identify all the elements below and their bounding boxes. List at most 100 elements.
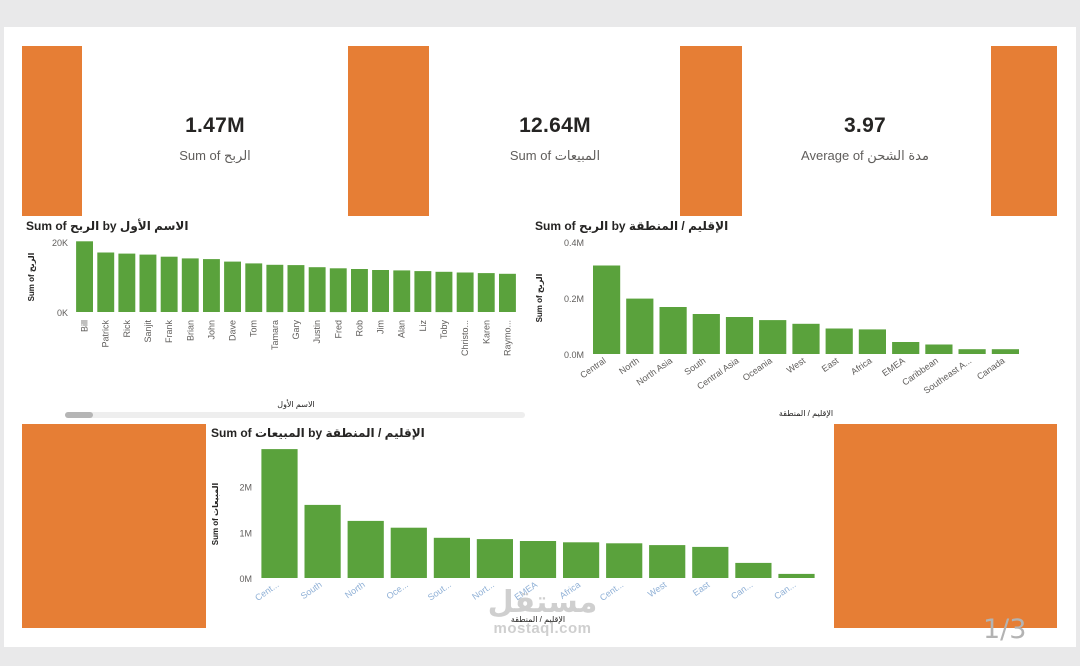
- bar: [692, 314, 720, 354]
- bar: [76, 241, 93, 312]
- kpi-value: 12.64M: [519, 114, 591, 137]
- chart-title-profit-by-name: Sum of الربح by الاسم الأول: [26, 219, 189, 233]
- bar: [626, 298, 654, 354]
- kpi-label: Sum of المبيعات: [509, 148, 601, 163]
- bar: [858, 329, 886, 354]
- bar: [181, 258, 199, 312]
- bar: [433, 537, 470, 578]
- x-tick-label: Toby: [439, 320, 449, 340]
- x-tick-label: Dave: [228, 320, 238, 341]
- x-tick-label: Jim: [376, 320, 386, 334]
- orange-panel: [22, 424, 206, 628]
- orange-panel: [834, 424, 1057, 628]
- bar: [390, 527, 427, 578]
- bar: [308, 267, 326, 312]
- x-tick-label: West: [785, 355, 808, 375]
- y-tick-label: 0.0M: [564, 350, 584, 360]
- bar: [118, 253, 136, 312]
- x-tick-label: Sout...: [426, 579, 453, 602]
- watermark: مستقل mostaql.com: [475, 585, 610, 638]
- x-tick-label: Gary: [291, 320, 301, 340]
- x-tick-label: Frank: [164, 320, 174, 344]
- bar: [925, 344, 953, 354]
- bar: [778, 573, 815, 578]
- kpi-value: 3.97: [843, 114, 887, 137]
- x-tick-label: Can...: [772, 579, 797, 601]
- x-tick-label: Tamara: [270, 320, 280, 350]
- watermark-logo: مستقل: [487, 585, 598, 620]
- bar: [245, 263, 263, 312]
- x-tick-label: North Asia: [634, 355, 674, 387]
- bar: [649, 545, 686, 578]
- bar: [692, 546, 729, 578]
- bar: [261, 449, 298, 578]
- kpi-label: Sum of الربح: [179, 148, 251, 163]
- x-tick-label: Oce...: [385, 579, 410, 601]
- bar: [97, 252, 115, 312]
- x-tick-label: Cent...: [253, 579, 280, 602]
- x-tick-label: Africa: [849, 355, 874, 376]
- x-tick-label: Bill: [80, 320, 90, 332]
- x-tick-label: Fred: [333, 320, 343, 339]
- x-tick-label: Canada: [975, 355, 1007, 381]
- x-tick-label: Alan: [397, 320, 407, 338]
- bar: [393, 270, 411, 312]
- kpi-card-sales[interactable]: 12.64M Sum of المبيعات: [460, 114, 650, 164]
- bar: [304, 504, 341, 578]
- bar: [266, 264, 284, 313]
- x-axis-title: الإقليم / المنطقة: [779, 409, 833, 419]
- bar: [792, 323, 820, 354]
- x-tick-label: North: [617, 355, 641, 376]
- x-tick-label: Karen: [481, 320, 491, 344]
- x-tick-label: East: [820, 355, 841, 374]
- orange-panel: [348, 46, 429, 216]
- bar: [414, 271, 432, 312]
- x-axis-title: الاسم الأول: [277, 399, 315, 409]
- x-tick-label: Rick: [122, 320, 132, 338]
- y-tick-label: 0.2M: [564, 294, 584, 304]
- kpi-value: 1.47M: [185, 114, 245, 137]
- bar: [329, 268, 347, 313]
- bar: [991, 349, 1019, 354]
- x-tick-label: West: [646, 579, 669, 599]
- kpi-card-profit[interactable]: 1.47M Sum of الربح: [120, 114, 310, 164]
- x-tick-label: East: [691, 579, 712, 598]
- bar: [759, 320, 787, 354]
- orange-panel: [991, 46, 1057, 216]
- page-indicator: 1/3: [983, 614, 1027, 645]
- x-tick-label: John: [206, 320, 216, 340]
- bar: [725, 317, 754, 354]
- bar: [476, 539, 513, 578]
- y-tick-label: 0M: [239, 574, 252, 584]
- chart-title-sales-by-region: Sum of المبيعات by الإقليم / المنطقة: [211, 426, 425, 440]
- x-tick-label: Rob: [354, 320, 364, 337]
- bar: [735, 562, 772, 578]
- x-axis-title: الإقليم / المنطقة: [511, 615, 565, 625]
- kpi-card-shipping[interactable]: 3.97 Average of مدة الشحن: [770, 114, 960, 164]
- bar: [606, 543, 643, 578]
- y-tick-label: 1M: [239, 528, 252, 538]
- x-tick-label: Oceania: [741, 355, 774, 382]
- bar: [435, 271, 453, 313]
- orange-panel: [680, 46, 742, 216]
- chart-profit-by-name[interactable]: 0K 20K Bill Patrick Rick Sanjit Frank Brian John…: [22, 232, 532, 412]
- x-tick-label: Liz: [418, 320, 428, 332]
- scrollbar-thumb[interactable]: [65, 412, 93, 418]
- x-tick-label: Raymo...: [502, 320, 512, 356]
- y-axis-title: Sum of المبيعات: [211, 482, 220, 545]
- x-tick-label: Tom: [249, 320, 259, 337]
- chart-title-profit-by-region: Sum of الربح by الإقليم / المنطقة: [535, 219, 729, 233]
- bar: [224, 261, 241, 312]
- bar: [958, 349, 986, 354]
- chart-scrollbar[interactable]: [65, 412, 525, 418]
- x-tick-label: Patrick: [101, 320, 111, 348]
- bar: [351, 269, 368, 312]
- bar: [477, 273, 495, 312]
- x-tick-label: Christo...: [460, 320, 470, 356]
- kpi-label: Average of مدة الشحن: [801, 148, 929, 163]
- bar: [499, 273, 516, 312]
- bar: [203, 259, 220, 312]
- x-tick-label: Sanjit: [143, 320, 153, 343]
